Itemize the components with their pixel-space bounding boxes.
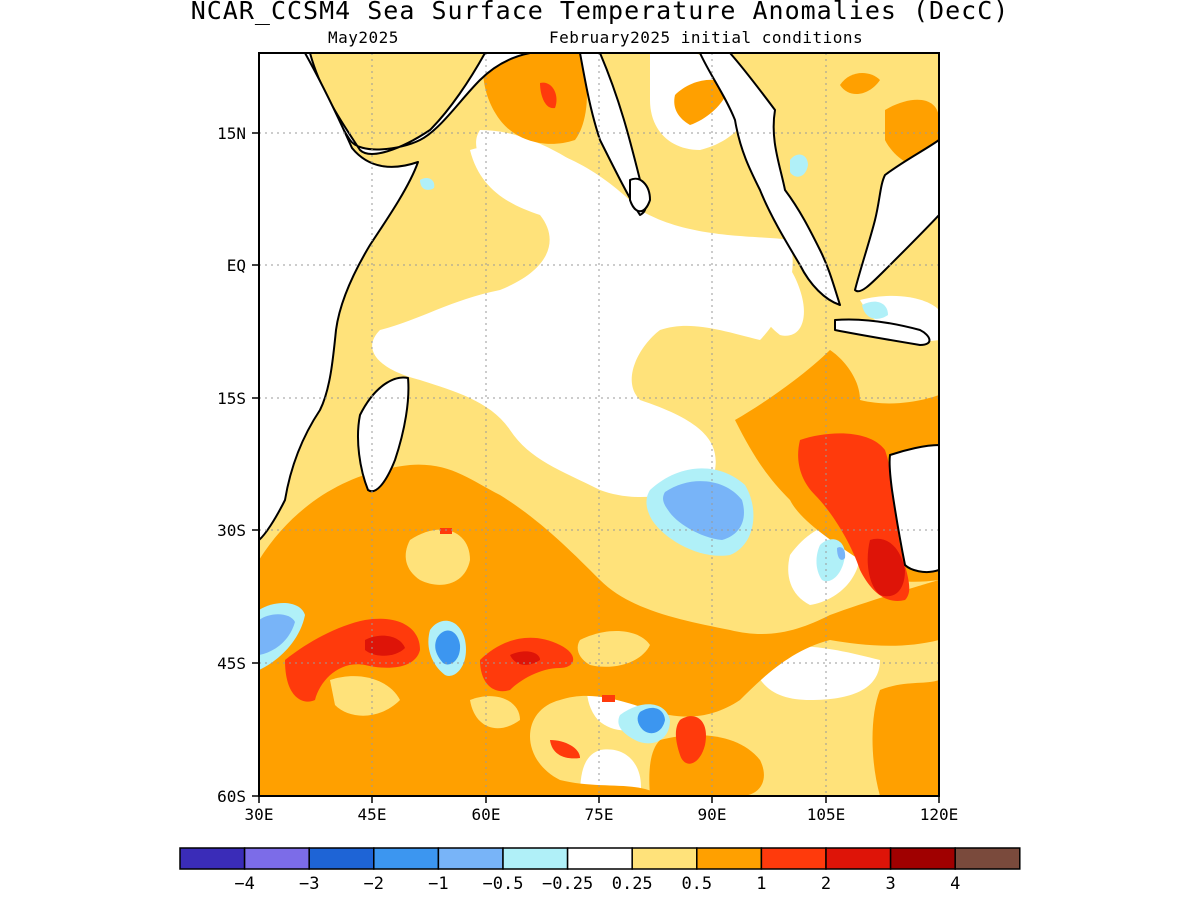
map-title: NCAR_CCSM4 Sea Surface Temperature Anoma… xyxy=(190,0,1010,25)
colorbar-label: −2 xyxy=(364,874,384,894)
lat-label-eq: EQ xyxy=(227,256,246,275)
lon-label-120e: 120E xyxy=(920,805,959,824)
lat-labels: 15N EQ 15S 30S 45S 60S xyxy=(217,124,246,806)
lon-labels: 30E 45E 60E 75E 90E 105E 120E xyxy=(245,805,959,824)
colorbar-swatch xyxy=(179,847,246,870)
lat-label-30s: 30S xyxy=(217,521,246,540)
colorbar-swatch xyxy=(437,847,504,870)
colorbar-label: −4 xyxy=(234,874,254,894)
colorbar-swatch xyxy=(308,847,375,870)
colorbar-label: 0.5 xyxy=(681,874,712,894)
lon-label-60e: 60E xyxy=(472,805,501,824)
colorbar-label: −0.5 xyxy=(483,874,524,894)
colorbar-label: 0.25 xyxy=(612,874,653,894)
colorbar-label: 4 xyxy=(950,874,960,894)
colorbar-swatch xyxy=(631,847,698,870)
field-blue-regions xyxy=(259,154,888,744)
axis-ticks xyxy=(252,132,940,803)
colorbar: −4 −3 −2 −1 −0.5 −0.25 0.25 0.5 1 2 3 4 xyxy=(179,847,1021,894)
anomaly-field xyxy=(259,53,939,796)
colorbar-label: 1 xyxy=(756,874,766,894)
init-conditions-label: February2025 initial conditions xyxy=(549,28,864,47)
colorbar-swatch xyxy=(760,847,827,870)
lat-label-45s: 45S xyxy=(217,654,246,673)
lat-label-60s: 60S xyxy=(217,787,246,806)
colorbar-label: −3 xyxy=(299,874,319,894)
colorbar-swatch xyxy=(696,847,763,870)
colorbar-label: 2 xyxy=(821,874,831,894)
valid-month-label: May2025 xyxy=(328,28,399,47)
lon-label-75e: 75E xyxy=(585,805,614,824)
colorbar-swatch xyxy=(373,847,440,870)
graticule xyxy=(259,53,939,796)
colorbar-swatch xyxy=(502,847,569,870)
lat-label-15s: 15S xyxy=(217,389,246,408)
colorbar-swatch xyxy=(889,847,956,870)
coastlines xyxy=(259,53,939,574)
field-light-orange-islands xyxy=(330,529,650,729)
colorbar-label: 3 xyxy=(885,874,895,894)
colorbar-swatch xyxy=(825,847,892,870)
lon-label-105e: 105E xyxy=(807,805,846,824)
colorbar-swatch xyxy=(243,847,310,870)
colorbar-label: −1 xyxy=(428,874,448,894)
lat-label-15n: 15N xyxy=(217,124,246,143)
lon-label-90e: 90E xyxy=(698,805,727,824)
field-red-regions xyxy=(285,82,910,764)
colorbar-label: −0.25 xyxy=(542,874,593,894)
lon-label-30e: 30E xyxy=(245,805,274,824)
lon-label-45e: 45E xyxy=(358,805,387,824)
colorbar-swatch xyxy=(954,847,1021,870)
colorbar-swatch xyxy=(566,847,633,870)
